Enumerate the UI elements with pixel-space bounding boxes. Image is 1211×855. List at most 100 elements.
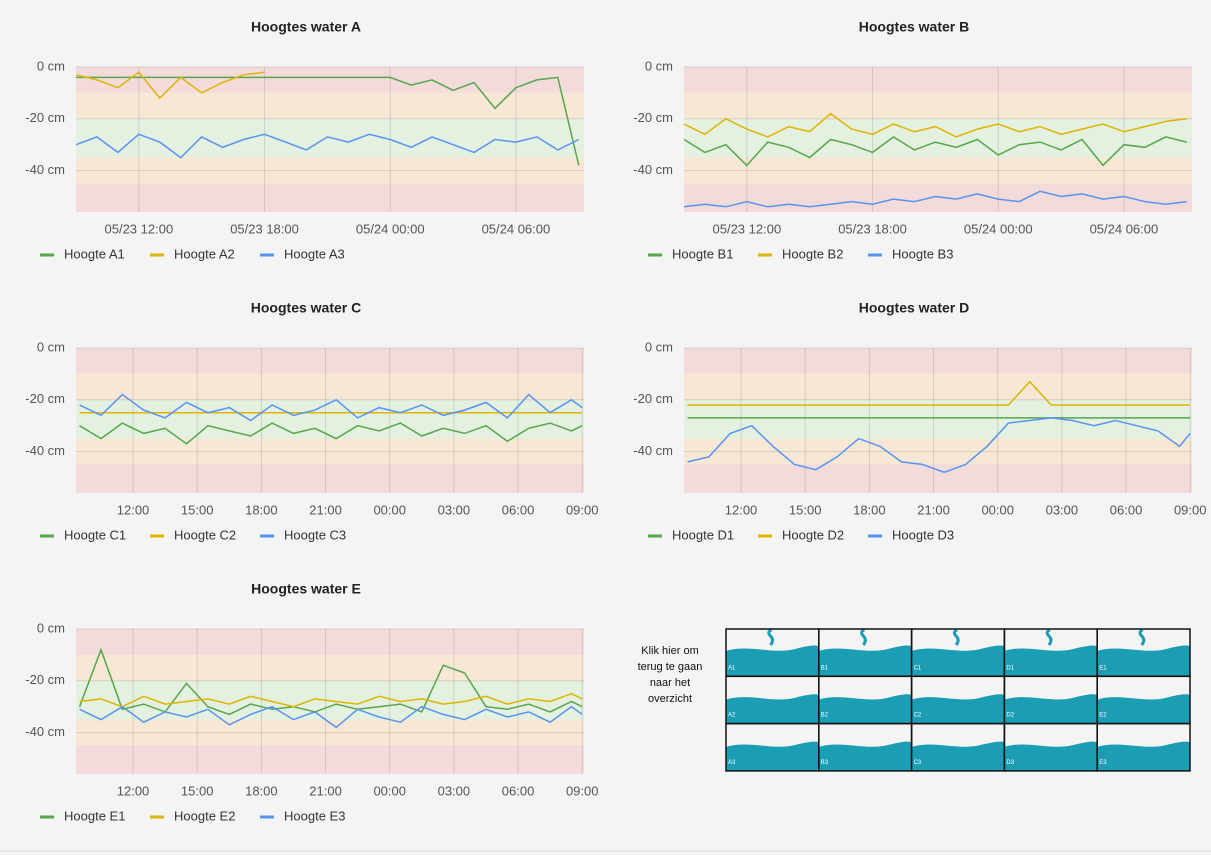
threshold-band xyxy=(684,93,1192,119)
y-tick-label: -20 cm xyxy=(633,391,673,406)
y-tick-label: -40 cm xyxy=(25,443,65,458)
y-tick-label: 0 cm xyxy=(37,339,65,354)
x-tick-label: 06:00 xyxy=(1110,502,1143,517)
chart-title: Hoogtes water E xyxy=(251,581,361,597)
threshold-band xyxy=(76,629,584,655)
y-tick-label: 0 cm xyxy=(37,620,65,635)
threshold-band xyxy=(76,400,584,439)
x-tick-label: 00:00 xyxy=(373,783,406,798)
x-tick-label: 09:00 xyxy=(566,502,599,517)
legend-label: Hoogte B3 xyxy=(892,246,953,261)
cell-label: A3 xyxy=(728,760,736,766)
x-tick-label: 05/24 06:00 xyxy=(482,221,551,236)
x-tick-label: 12:00 xyxy=(117,502,150,517)
overview-link[interactable]: terug te gaan xyxy=(638,661,703,673)
threshold-band xyxy=(76,746,584,774)
y-tick-label: -40 cm xyxy=(633,443,673,458)
dashboard-canvas: Hoogtes water A 0 cm -20 cm -40 cm 05/23 12:… xyxy=(0,0,1211,855)
x-tick-label: 03:00 xyxy=(1046,502,1079,517)
cell-label: A1 xyxy=(728,665,736,671)
chart-title: Hoogtes water B xyxy=(859,19,969,35)
threshold-band xyxy=(684,67,1192,93)
x-tick-label: 09:00 xyxy=(1174,502,1207,517)
x-tick-label: 06:00 xyxy=(502,783,535,798)
y-tick-label: -40 cm xyxy=(25,162,65,177)
cell-label: E3 xyxy=(1099,760,1107,766)
y-tick-label: -20 cm xyxy=(25,672,65,687)
x-tick-label: 05/23 18:00 xyxy=(838,221,907,236)
legend-label: Hoogte D1 xyxy=(672,527,734,542)
threshold-band xyxy=(76,348,584,374)
y-tick-label: 0 cm xyxy=(37,58,65,73)
legend-label: Hoogte B2 xyxy=(782,246,843,261)
overview-link[interactable]: overzicht xyxy=(648,693,692,705)
x-tick-label: 21:00 xyxy=(917,502,950,517)
x-tick-label: 18:00 xyxy=(853,502,886,517)
legend-label: Hoogte C1 xyxy=(64,527,126,542)
cell-label: C3 xyxy=(914,760,922,766)
x-tick-label: 09:00 xyxy=(566,783,599,798)
cell-label: C2 xyxy=(914,713,922,719)
cell-label: D1 xyxy=(1006,665,1014,671)
chart-title: Hoogtes water D xyxy=(859,300,969,316)
dashboard: Hoogtes water A 0 cm -20 cm -40 cm 05/23 12:… xyxy=(0,0,1211,855)
threshold-band xyxy=(76,465,584,493)
overview-link[interactable]: Klik hier om xyxy=(641,645,698,657)
cell-label: D2 xyxy=(1006,713,1014,719)
x-tick-label: 18:00 xyxy=(245,502,278,517)
x-tick-label: 05/23 18:00 xyxy=(230,221,299,236)
legend-label: Hoogte B1 xyxy=(672,246,733,261)
cell-label: B2 xyxy=(821,713,829,719)
x-tick-label: 21:00 xyxy=(309,783,342,798)
x-tick-label: 21:00 xyxy=(309,502,342,517)
cell-label: B3 xyxy=(821,760,829,766)
cell-label: C1 xyxy=(914,665,922,671)
cell-label: E1 xyxy=(1099,665,1107,671)
threshold-band xyxy=(684,374,1192,400)
y-tick-label: -20 cm xyxy=(25,110,65,125)
x-tick-label: 18:00 xyxy=(245,783,278,798)
x-tick-label: 15:00 xyxy=(181,783,214,798)
threshold-band xyxy=(684,465,1192,493)
x-tick-label: 00:00 xyxy=(981,502,1014,517)
y-tick-label: 0 cm xyxy=(645,58,673,73)
y-tick-label: -20 cm xyxy=(25,391,65,406)
x-tick-label: 05/24 00:00 xyxy=(356,221,425,236)
legend-label: Hoogte A1 xyxy=(64,246,125,261)
cell-label: B1 xyxy=(821,665,829,671)
x-tick-label: 05/24 06:00 xyxy=(1090,221,1159,236)
chart-title: Hoogtes water A xyxy=(251,19,361,35)
y-tick-label: -40 cm xyxy=(633,162,673,177)
legend-label: Hoogte D3 xyxy=(892,527,954,542)
x-tick-label: 15:00 xyxy=(181,502,214,517)
legend-label: Hoogte E2 xyxy=(174,808,235,823)
x-tick-label: 06:00 xyxy=(502,502,535,517)
x-tick-label: 00:00 xyxy=(373,502,406,517)
y-tick-label: -40 cm xyxy=(25,724,65,739)
y-tick-label: 0 cm xyxy=(645,339,673,354)
cell-label: E2 xyxy=(1099,713,1107,719)
x-tick-label: 05/23 12:00 xyxy=(105,221,174,236)
legend-label: Hoogte E3 xyxy=(284,808,345,823)
legend-label: Hoogte D2 xyxy=(782,527,844,542)
legend-label: Hoogte A2 xyxy=(174,246,235,261)
threshold-band xyxy=(684,348,1192,374)
threshold-band xyxy=(76,184,584,212)
threshold-band xyxy=(76,655,584,681)
x-tick-label: 03:00 xyxy=(438,502,471,517)
legend-label: Hoogte E1 xyxy=(64,808,125,823)
y-tick-label: -20 cm xyxy=(633,110,673,125)
overview-link[interactable]: naar het xyxy=(650,677,690,689)
legend-label: Hoogte C2 xyxy=(174,527,236,542)
threshold-band xyxy=(76,374,584,400)
chart-title: Hoogtes water C xyxy=(251,300,361,316)
cell-label: D3 xyxy=(1006,760,1014,766)
cell-label: A2 xyxy=(728,713,736,719)
x-tick-label: 03:00 xyxy=(438,783,471,798)
x-tick-label: 15:00 xyxy=(789,502,822,517)
x-tick-label: 12:00 xyxy=(117,783,150,798)
x-tick-label: 05/24 00:00 xyxy=(964,221,1033,236)
legend-label: Hoogte A3 xyxy=(284,246,345,261)
legend-label: Hoogte C3 xyxy=(284,527,346,542)
x-tick-label: 12:00 xyxy=(725,502,758,517)
